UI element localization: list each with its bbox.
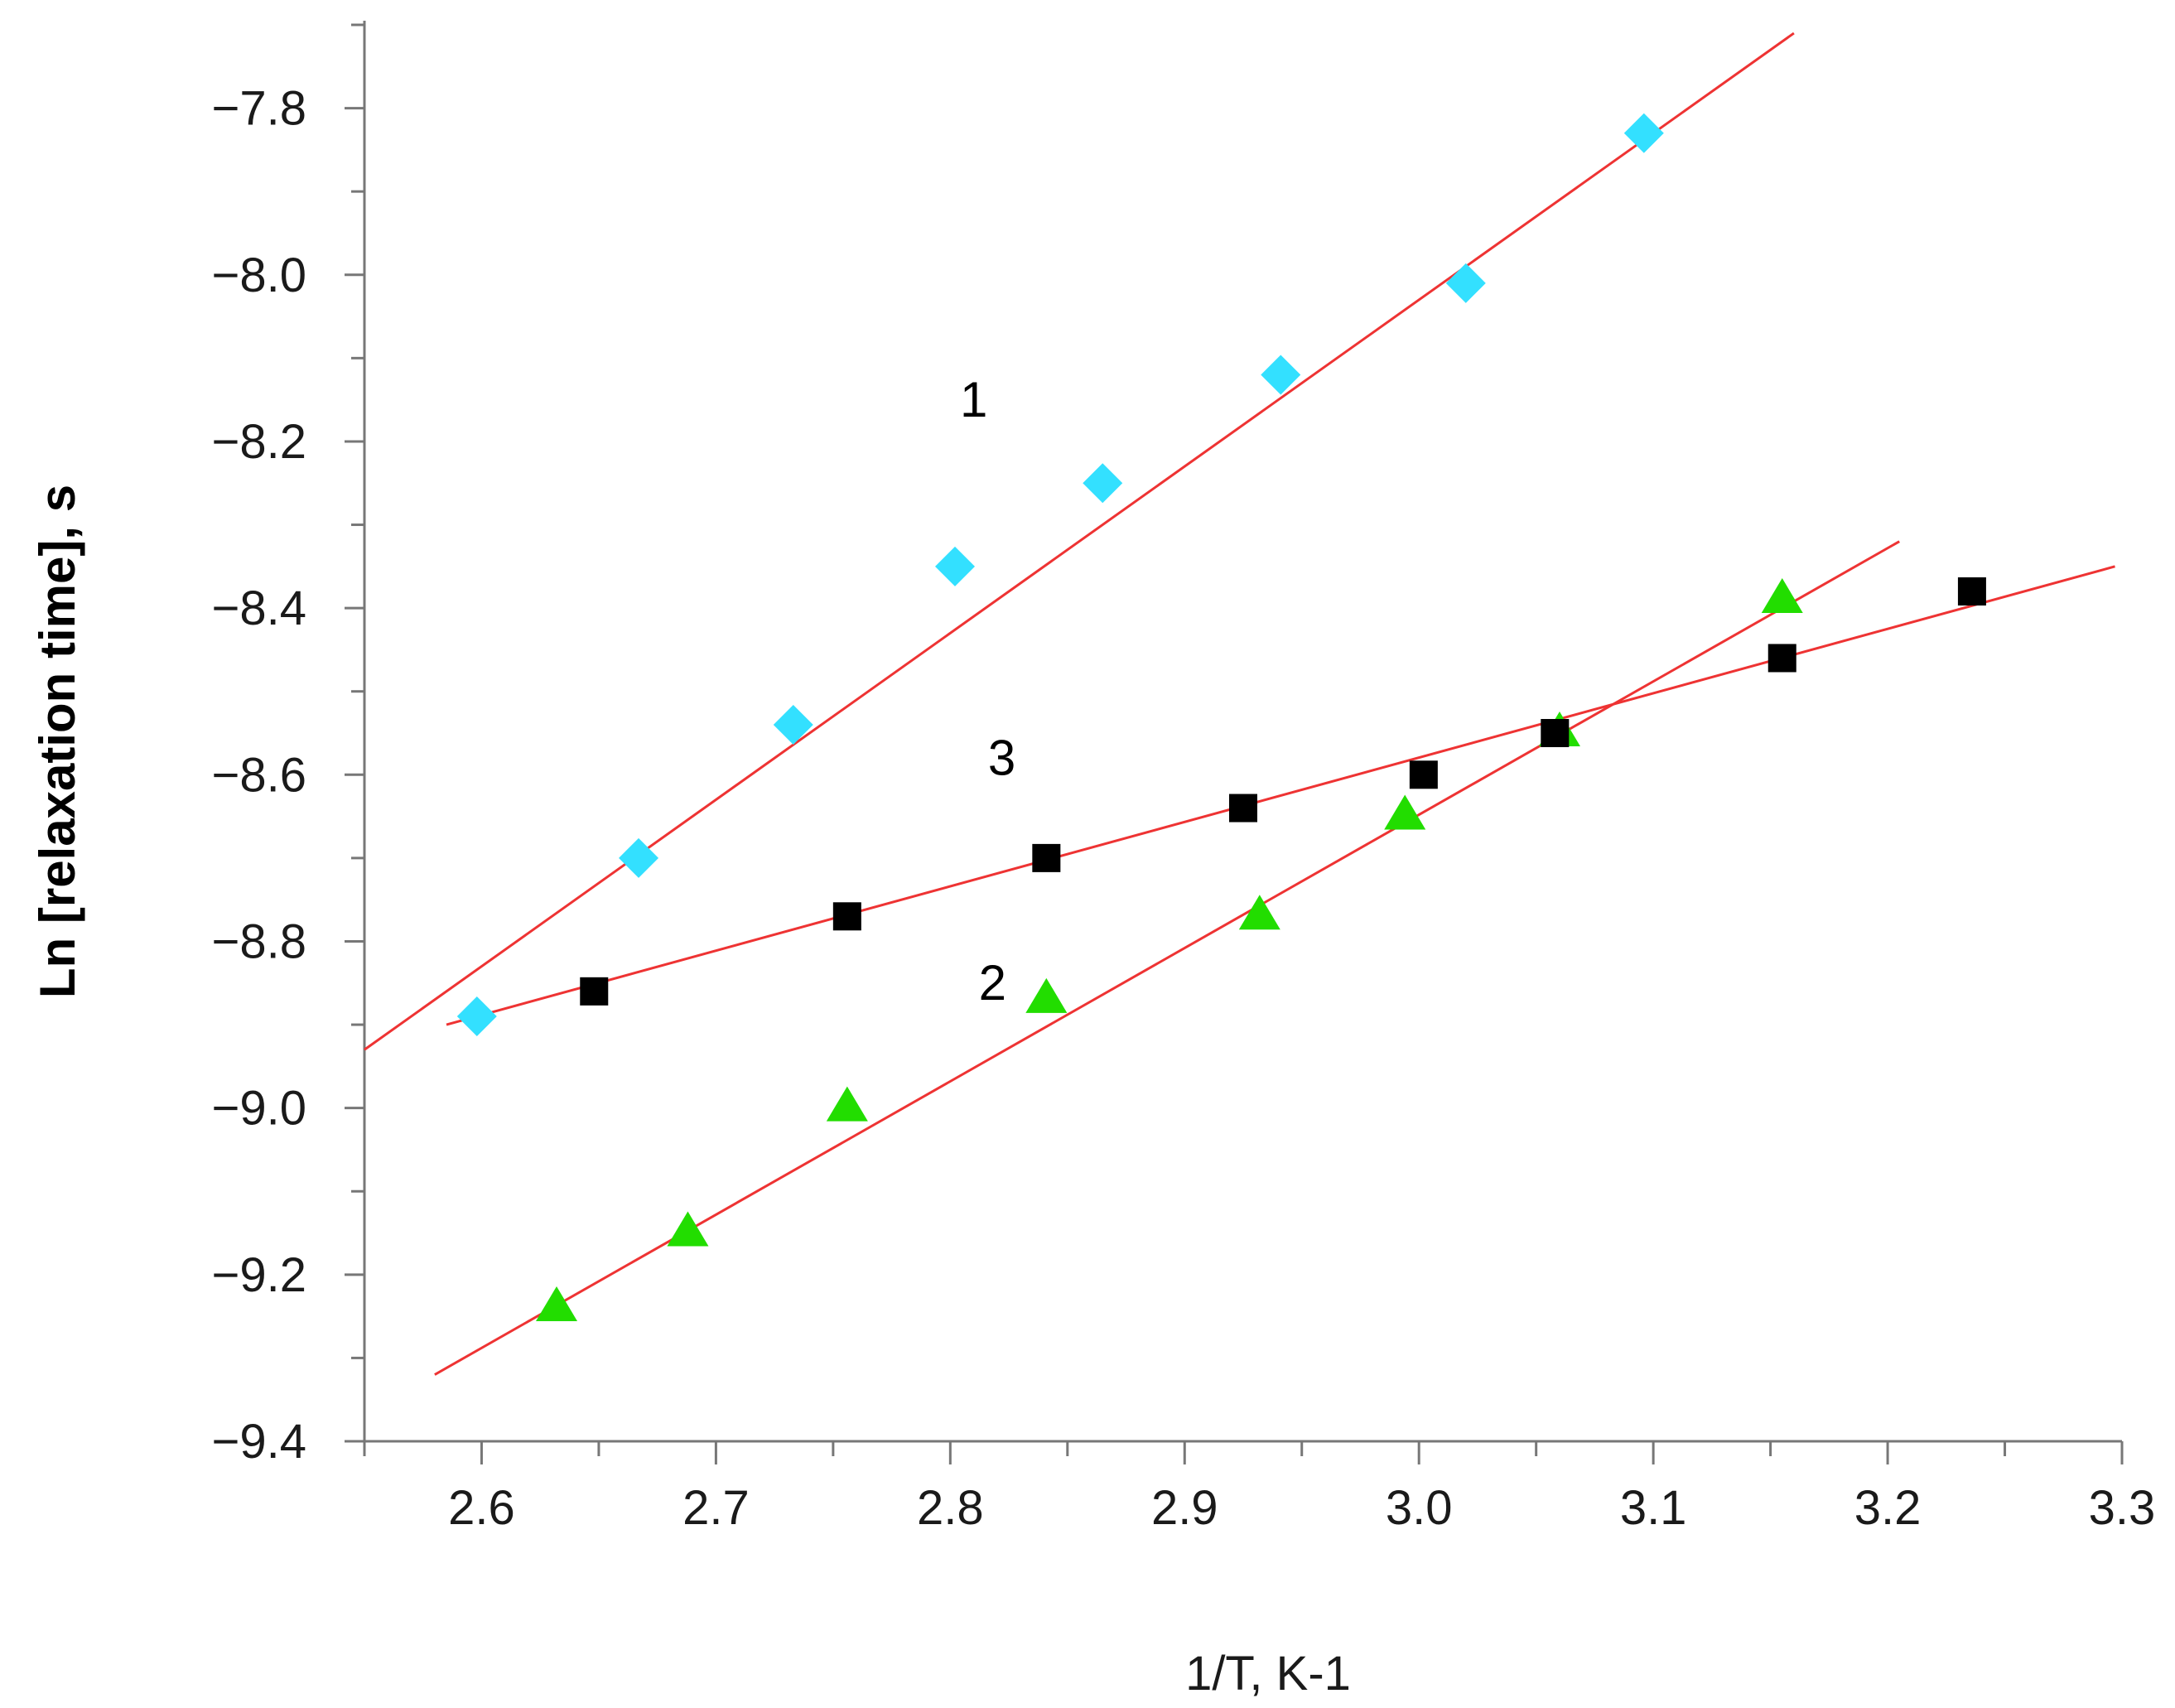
y-tick-label: −9.4: [212, 1415, 307, 1469]
x-tick-label: 3.1: [1620, 1481, 1687, 1535]
x-tick-label: 3.3: [2089, 1481, 2156, 1535]
y-axis-title: Ln [relaxation time], s: [30, 485, 85, 998]
y-tick-label: −8.0: [212, 248, 307, 302]
y-tick-label: −8.6: [212, 748, 307, 802]
diamond-marker: [1261, 355, 1301, 395]
fit-lines: [364, 31, 2115, 1376]
diamond-marker: [773, 704, 813, 745]
axes: 2.6 2.7 2.8 2.9 3.0 3.1 3.2 3.3 −9.4 −9.2 −9.0 −8.8…: [212, 21, 2156, 1535]
x-tick-label: 3.0: [1386, 1481, 1453, 1535]
y-tick-label: −8.8: [212, 914, 307, 968]
x-tick-label: 3.2: [1854, 1481, 1922, 1535]
x-tick-label: 2.7: [682, 1481, 750, 1535]
fit-line-2: [434, 540, 1900, 1376]
triangle-marker: [1025, 977, 1068, 1013]
x-tick-label: 2.9: [1151, 1481, 1218, 1535]
square-marker: [580, 977, 609, 1006]
x-tick-label: 2.6: [448, 1481, 515, 1535]
square-marker: [1409, 760, 1438, 789]
x-tick-label: 2.8: [917, 1481, 984, 1535]
x-axis-title: 1/T, K-1: [1185, 1647, 1351, 1701]
triangle-marker: [826, 1086, 868, 1122]
triangle-marker: [1384, 794, 1426, 830]
y-tick-label: −9.0: [212, 1082, 307, 1136]
square-marker: [1229, 794, 1257, 823]
fit-line-1: [364, 31, 1795, 1051]
curve-label-3: 3: [988, 730, 1015, 785]
square-marker: [1957, 577, 1986, 606]
diamond-marker: [1445, 263, 1486, 303]
triangle-marker: [536, 1286, 578, 1322]
curve-label-2: 2: [979, 955, 1006, 1011]
y-tick-label: −7.8: [212, 82, 307, 136]
y-tick-label: −8.2: [212, 415, 307, 469]
curve-labels: 1 2 3: [960, 372, 1015, 1011]
triangle-marker: [1761, 578, 1803, 614]
y-tick-label: −9.2: [212, 1248, 307, 1302]
triangle-marker: [1238, 895, 1280, 930]
diamond-marker: [619, 837, 659, 878]
fit-line-3: [446, 565, 2115, 1026]
square-marker: [1032, 843, 1061, 872]
data-markers: [456, 113, 1986, 1322]
curve-label-1: 1: [960, 372, 987, 427]
diamond-marker: [456, 996, 497, 1036]
diamond-marker: [934, 546, 975, 586]
y-tick-label: −8.4: [212, 581, 307, 635]
square-marker: [1767, 644, 1796, 673]
square-marker: [832, 902, 861, 931]
square-marker: [1541, 719, 1570, 747]
diamond-marker: [1623, 113, 1664, 153]
diamond-marker: [1083, 463, 1123, 504]
triangle-marker: [667, 1211, 709, 1247]
